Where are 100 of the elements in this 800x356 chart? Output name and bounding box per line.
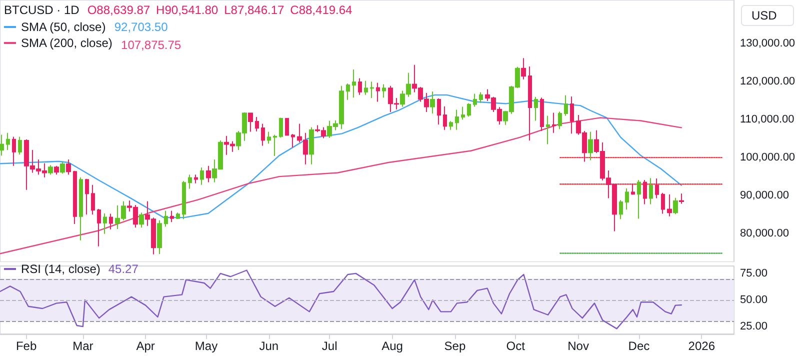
x-tick-label: Jul (322, 339, 338, 353)
candlestick (346, 83, 350, 100)
candlestick (558, 111, 562, 130)
x-tick-label: May (194, 339, 218, 353)
candlestick (552, 112, 556, 134)
y-tick-label: 90,000.00 (740, 190, 789, 202)
candlestick (655, 178, 659, 199)
annotation: O88,639.87 (87, 3, 150, 17)
candlestick (667, 194, 672, 217)
candlestick (48, 164, 53, 176)
candlestick (164, 210, 168, 228)
annotation: 45.27 (108, 262, 139, 276)
legend-label: SMA (200, close) (21, 36, 112, 50)
candlestick (170, 210, 174, 223)
candlestick (570, 96, 574, 134)
x-tick-label: Nov (568, 339, 589, 353)
candlestick (479, 92, 483, 104)
x-tick-label: Apr (136, 339, 155, 353)
x-tick-label: Feb (16, 339, 37, 353)
x-tick-label: Mar (72, 339, 94, 353)
candlestick (364, 80, 368, 96)
candlestick (461, 106, 465, 120)
annotation: H90,541.80 (156, 3, 218, 17)
candlestick (206, 165, 211, 183)
candlestick (54, 165, 59, 176)
candlestick (661, 192, 665, 214)
candlestick (109, 213, 113, 230)
annotation: L87,846.17 (224, 3, 284, 17)
candlestick (521, 58, 526, 80)
y-tick-label: 25.00 (740, 320, 768, 333)
x-tick-label: Dec (628, 339, 650, 353)
y-tick-label: 120,000.00 (740, 76, 796, 88)
y-tick-label: 100,000.00 (740, 152, 796, 164)
candlestick (85, 178, 89, 216)
candlestick (103, 212, 107, 234)
candlestick (60, 160, 65, 174)
candlestick (625, 188, 629, 210)
y-tick-label: 75.00 (740, 267, 768, 280)
candlestick (358, 78, 362, 96)
x-tick-label: 2026 (688, 339, 716, 353)
annotation: C88,419.64 (290, 3, 353, 17)
line-series (0, 94, 682, 218)
annotation: 107,875.75 (121, 38, 182, 52)
candlestick (382, 84, 386, 98)
candlestick (309, 126, 314, 165)
y-tick-label: 50.00 (740, 294, 768, 306)
candlestick (679, 192, 684, 204)
candlestick (430, 91, 435, 114)
candlestick (6, 132, 10, 150)
candlestick (540, 97, 544, 132)
candlestick (0, 134, 4, 156)
candlestick (248, 112, 253, 132)
candlestick (261, 123, 265, 146)
candlestick (182, 180, 186, 220)
chart-title: BTCUSD · 1D (4, 3, 80, 17)
candlestick (588, 131, 593, 161)
candlestick (255, 116, 259, 132)
candlestick (267, 131, 271, 144)
candlestick (79, 176, 83, 241)
candlestick (449, 120, 453, 130)
candlestick (619, 200, 623, 220)
candlestick (376, 82, 380, 102)
candlestick (188, 174, 192, 190)
candlestick (352, 68, 356, 98)
candlestick (637, 179, 641, 220)
candlestick (437, 98, 441, 126)
candlestick (194, 174, 198, 184)
candlestick (176, 212, 180, 220)
annotation: 92,703.50 (114, 20, 168, 34)
x-tick-label: Aug (382, 339, 403, 353)
line-series (0, 117, 682, 254)
candlestick (564, 94, 568, 116)
x-tick-label: Jun (259, 339, 279, 353)
candlestick (455, 109, 459, 130)
candlestick (528, 66, 532, 141)
candlestick (91, 184, 95, 216)
candlestick (643, 179, 647, 205)
candlestick (673, 197, 678, 215)
candlestick (467, 102, 471, 118)
candlestick (157, 220, 162, 255)
y-tick-label: 130,000.00 (740, 38, 796, 50)
candlestick (73, 170, 77, 225)
candlestick (200, 166, 204, 186)
candlestick (443, 106, 447, 130)
candlestick (18, 136, 22, 156)
candlestick (285, 118, 289, 136)
candlestick (12, 136, 16, 166)
candlestick (291, 134, 295, 148)
y-axis-title: USD (752, 8, 778, 22)
candlestick (631, 183, 635, 196)
candlestick (649, 178, 653, 205)
candlestick (473, 93, 477, 108)
legend-label: RSI (14, close) (21, 262, 100, 276)
x-tick-label: Sep (444, 339, 466, 353)
y-tick-label: 80,000.00 (740, 228, 789, 240)
candlestick (97, 208, 101, 247)
candlestick (139, 212, 144, 228)
candlestick (546, 115, 550, 145)
candlestick (66, 158, 71, 176)
candlestick (273, 134, 277, 157)
